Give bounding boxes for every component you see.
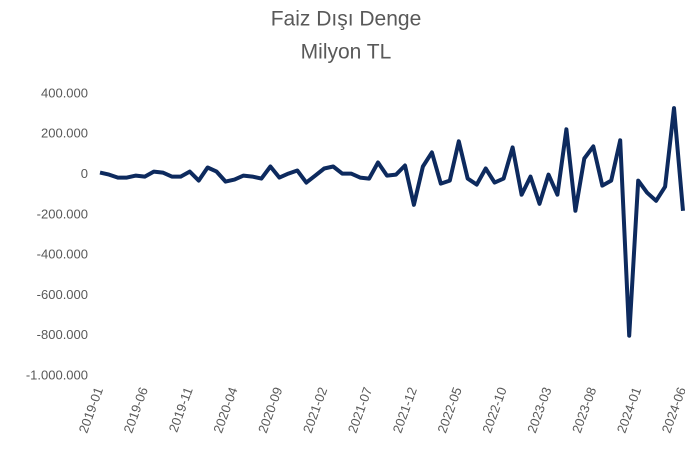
x-tick-label: 2021-02 xyxy=(300,385,330,435)
x-tick-label: 2020-09 xyxy=(255,385,285,435)
y-tick-label: 200.000 xyxy=(41,126,88,141)
y-tick-label: -800.000 xyxy=(37,327,88,342)
x-tick-label: 2020-04 xyxy=(210,385,240,435)
x-tick-label: 2019-01 xyxy=(76,385,106,435)
data-line xyxy=(99,106,685,338)
x-tick-label: 2019-06 xyxy=(120,385,150,435)
x-tick-label: 2021-07 xyxy=(345,385,375,435)
y-tick-label: 400.000 xyxy=(41,85,88,100)
x-tick-label: 2024-06 xyxy=(659,385,685,435)
y-tick-label: -600.000 xyxy=(37,287,88,302)
x-tick-label: 2019-11 xyxy=(166,385,196,434)
y-tick-label: -1.000.000 xyxy=(26,367,88,382)
y-tick-label: -400.000 xyxy=(37,247,88,262)
x-tick-label: 2024-01 xyxy=(614,385,644,435)
x-tick-label: 2023-03 xyxy=(524,385,554,435)
x-tick-label: 2021-12 xyxy=(390,385,420,435)
y-tick-label: -200.000 xyxy=(37,206,88,221)
x-tick-label: 2022-05 xyxy=(434,385,464,435)
chart-subtitle: Milyon TL xyxy=(301,41,392,64)
y-tick-label: 0 xyxy=(81,166,88,181)
x-tick-label: 2022-10 xyxy=(479,385,509,435)
chart-title: Faiz Dışı Denge xyxy=(271,8,422,31)
x-tick-label: 2023-08 xyxy=(569,385,599,435)
